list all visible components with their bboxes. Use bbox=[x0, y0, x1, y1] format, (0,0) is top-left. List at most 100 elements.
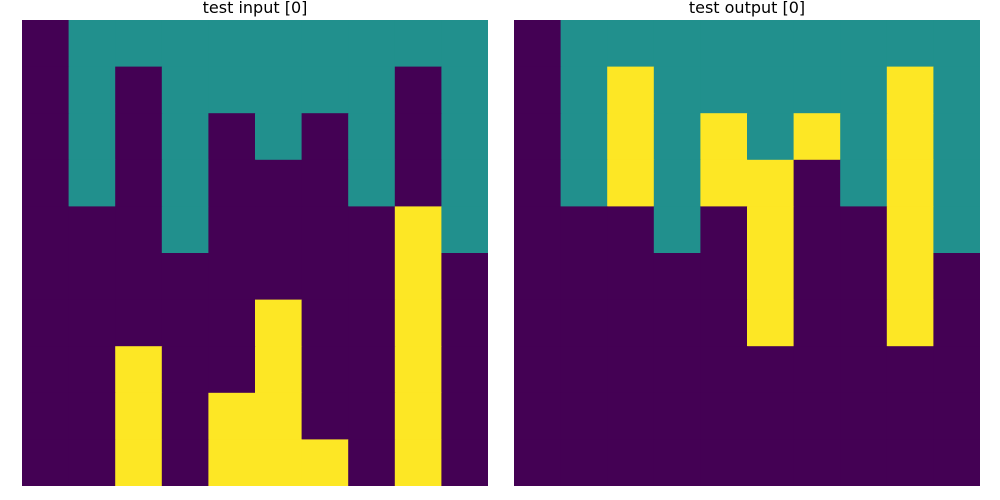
grid-cell bbox=[560, 299, 608, 347]
grid-cell bbox=[394, 159, 442, 207]
grid-cell bbox=[68, 66, 116, 114]
grid-cell bbox=[441, 113, 488, 161]
grid-cell bbox=[700, 299, 748, 347]
grid-cell bbox=[933, 113, 980, 161]
grid-cell bbox=[840, 206, 888, 254]
grid-cell bbox=[441, 253, 488, 301]
grid-cell bbox=[301, 66, 349, 114]
grid-cell bbox=[607, 66, 655, 114]
grid-cell bbox=[700, 113, 748, 161]
grid-cell bbox=[607, 346, 655, 394]
grid-cell bbox=[255, 346, 303, 394]
grid-cell bbox=[793, 159, 841, 207]
grid-cell bbox=[348, 346, 396, 394]
grid-cell bbox=[348, 113, 396, 161]
grid-cell bbox=[441, 159, 488, 207]
grid-cell bbox=[394, 439, 442, 486]
grid-cell bbox=[22, 66, 70, 114]
grid-cell bbox=[255, 392, 303, 440]
grid-cell bbox=[348, 159, 396, 207]
grid-cell bbox=[161, 206, 209, 254]
grid-cell bbox=[653, 439, 701, 486]
grid-cell bbox=[68, 113, 116, 161]
grid-cell bbox=[840, 346, 888, 394]
grid-cell bbox=[607, 159, 655, 207]
grid-cell bbox=[700, 253, 748, 301]
grid-cell bbox=[208, 159, 256, 207]
grid-cell bbox=[840, 253, 888, 301]
grid-cell bbox=[208, 20, 256, 68]
grid-cell bbox=[653, 66, 701, 114]
grid-cell bbox=[68, 206, 116, 254]
grid-cell bbox=[514, 253, 562, 301]
grid-cell bbox=[514, 113, 562, 161]
grid-cell bbox=[653, 392, 701, 440]
grid-cell bbox=[793, 392, 841, 440]
grid-cell bbox=[161, 20, 209, 68]
grid-cell bbox=[793, 253, 841, 301]
grid-cell bbox=[161, 346, 209, 394]
grid-cell bbox=[348, 66, 396, 114]
grid-cell bbox=[653, 159, 701, 207]
grid-cell bbox=[115, 346, 163, 394]
grid-cell bbox=[301, 20, 349, 68]
grid-cell bbox=[607, 113, 655, 161]
grid-cell bbox=[208, 206, 256, 254]
grid-cell bbox=[348, 206, 396, 254]
grid-cell bbox=[560, 346, 608, 394]
grid-cell bbox=[560, 20, 608, 68]
grid-cell bbox=[441, 299, 488, 347]
grid-cell bbox=[886, 66, 934, 114]
grid-cell bbox=[348, 20, 396, 68]
grid-cell bbox=[700, 439, 748, 486]
grid-cell bbox=[653, 346, 701, 394]
grid-cell bbox=[607, 392, 655, 440]
grid-cell bbox=[161, 253, 209, 301]
grid-cell bbox=[793, 113, 841, 161]
grid-cell bbox=[115, 66, 163, 114]
grid-cell bbox=[394, 346, 442, 394]
grid-cell bbox=[115, 253, 163, 301]
grid-cell bbox=[115, 392, 163, 440]
grid-cell bbox=[607, 299, 655, 347]
grid-cell bbox=[793, 66, 841, 114]
grid-cell bbox=[840, 439, 888, 486]
grid-cell bbox=[301, 253, 349, 301]
grid-cell bbox=[68, 20, 116, 68]
grid-cell bbox=[255, 253, 303, 301]
grid-cell bbox=[933, 346, 980, 394]
grid-cell bbox=[560, 66, 608, 114]
grid-cell bbox=[255, 20, 303, 68]
grid-cell bbox=[255, 439, 303, 486]
grid-cell bbox=[560, 253, 608, 301]
input-panel-title: test input [0] bbox=[202, 0, 308, 17]
grid-cell bbox=[793, 439, 841, 486]
grid-cell bbox=[607, 253, 655, 301]
grid-cell bbox=[394, 66, 442, 114]
grid-cell bbox=[653, 20, 701, 68]
grid-cell bbox=[560, 113, 608, 161]
grid-cell bbox=[441, 66, 488, 114]
grid-cell bbox=[115, 20, 163, 68]
grid-cell bbox=[514, 299, 562, 347]
grid-cell bbox=[301, 299, 349, 347]
grid-cell bbox=[348, 299, 396, 347]
grid-cell bbox=[747, 113, 795, 161]
grid-cell bbox=[301, 439, 349, 486]
grid-cell bbox=[560, 439, 608, 486]
grid-cell bbox=[886, 20, 934, 68]
grid-cell bbox=[933, 159, 980, 207]
grid-cell bbox=[22, 346, 70, 394]
grid-cell bbox=[840, 392, 888, 440]
grid-cell bbox=[301, 206, 349, 254]
grid-cell bbox=[68, 159, 116, 207]
grid-cell bbox=[793, 20, 841, 68]
grid-cell bbox=[886, 113, 934, 161]
grid-cell bbox=[933, 299, 980, 347]
grid-cell bbox=[886, 159, 934, 207]
grid-cell bbox=[840, 20, 888, 68]
output-grid bbox=[514, 20, 980, 486]
grid-cell bbox=[514, 392, 562, 440]
grid-cell bbox=[394, 206, 442, 254]
grid-cell bbox=[747, 159, 795, 207]
